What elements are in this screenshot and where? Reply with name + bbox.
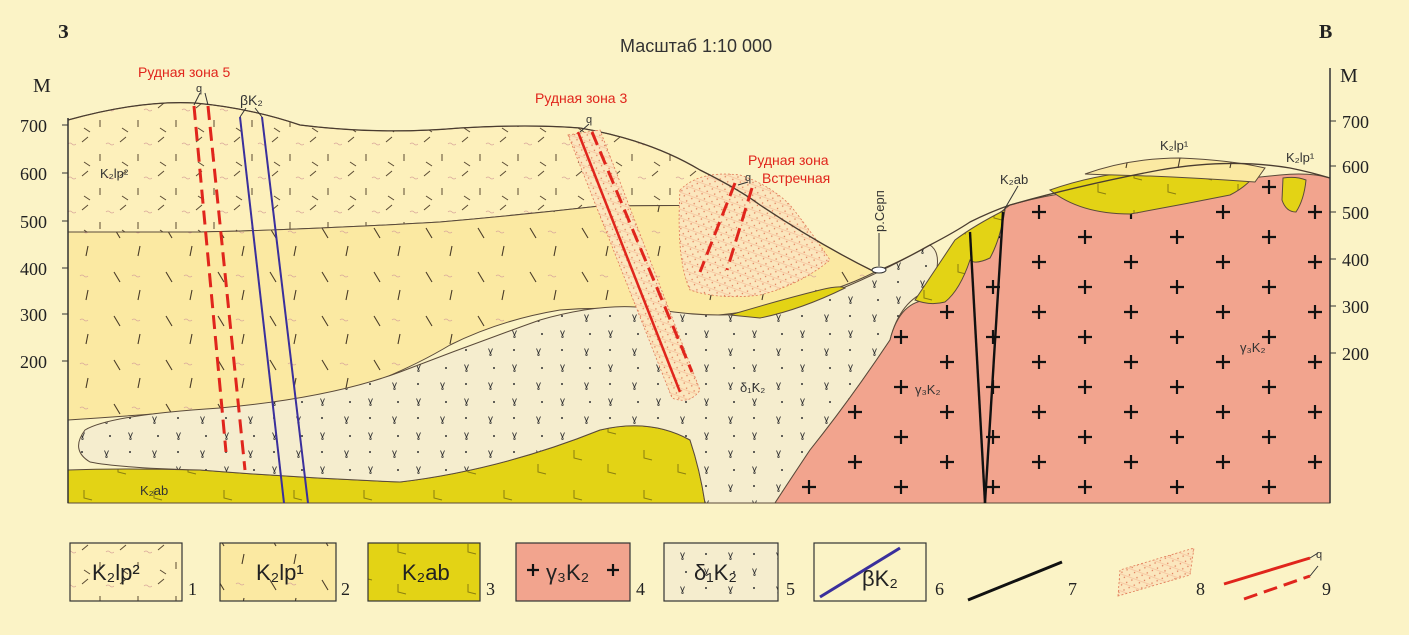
zone5-vein-2 [206, 105, 247, 471]
river-marker [871, 266, 887, 274]
beta-leader [239, 107, 263, 118]
q-zone3: q [586, 114, 592, 126]
legend-item-8: 8 [1117, 547, 1205, 599]
legend-num-1: 1 [188, 579, 197, 599]
legend-label-6: βK₂ [862, 566, 898, 591]
label-k2lp1-section-2: K₂lp¹ [1286, 150, 1315, 165]
legend-num-2: 2 [341, 579, 350, 599]
q-vstr: q [745, 172, 751, 184]
legend-item-9: q 9 [1223, 549, 1331, 601]
legend-item-2: K₂lp¹ 2 [219, 542, 350, 602]
tick-right-400: 400 [1342, 250, 1369, 270]
q-leader-zone3 [579, 123, 590, 133]
vstr-label-1: Рудная зона [748, 152, 829, 168]
legend-halo-symbol [1117, 547, 1195, 597]
vstrechnaya-vein-1 [698, 182, 737, 273]
label-k2lp1-section-1: K₂lp¹ [1160, 138, 1189, 153]
tick-right-500: 500 [1342, 203, 1369, 223]
legend-num-8: 8 [1196, 579, 1205, 599]
q-leader-zone5 [193, 92, 209, 106]
legend-q-9: q [1316, 549, 1322, 561]
legend-label-3: K₂ab [402, 560, 450, 585]
label-gamma-section-2: γ₃K₂ [1240, 340, 1266, 355]
q-leader-vstr [737, 181, 749, 186]
tick-left-500: 500 [20, 212, 47, 232]
label-gamma-section-1: γ₃K₂ [915, 382, 941, 397]
tick-left-700: 700 [20, 116, 47, 136]
vstrechnaya-vein-2 [725, 187, 754, 271]
section-body [67, 101, 1331, 504]
legend-fault-symbol [967, 560, 1063, 602]
legend-item-7: 7 [967, 560, 1077, 602]
river-label: р.Серп [872, 190, 887, 232]
legend-item-3: K₂ab 3 [367, 542, 495, 602]
scale-label: Масштаб 1:10 000 [620, 36, 772, 56]
unit-diorite-area [78, 244, 938, 504]
zone3-vein-dash [590, 131, 694, 373]
label-k2lp2-section: K₂lp² [100, 166, 129, 181]
legend-label-1: K₂lp² [92, 560, 140, 585]
legend-num-5: 5 [786, 579, 795, 599]
zone5-vein-1 [192, 105, 228, 453]
label-delta-section: δ₁K₂ [740, 380, 765, 395]
east-label: В [1319, 21, 1332, 43]
legend-num-7: 7 [1068, 579, 1077, 599]
fault-1 [968, 231, 987, 504]
zone3-vein-solid [576, 131, 682, 393]
legend-num-9: 9 [1322, 579, 1331, 599]
vstr-label-2: Встречная [762, 170, 830, 186]
k2ab-leader [1003, 185, 1019, 211]
legend-num-6: 6 [935, 579, 944, 599]
unit-label-right: М [1340, 65, 1358, 87]
left-axis: М 700 600 500 400 300 200 [20, 75, 69, 503]
legend: K₂lp² 1 K₂lp¹ 2 K₂ab 3 γ₃K₂ 4 δ₁K₂ 5 [69, 542, 1331, 602]
legend-num-4: 4 [636, 579, 645, 599]
legend-item-6: βK₂ 6 [813, 542, 944, 602]
terrain-surface [67, 101, 1331, 273]
right-axis: М 700 600 500 400 300 200 [1329, 65, 1369, 503]
legend-label-5: δ₁K₂ [694, 560, 737, 585]
dike-beta-east [261, 116, 309, 504]
legend-item-5: δ₁K₂ 5 [663, 542, 795, 602]
dike-beta-west [239, 116, 285, 504]
tick-right-600: 600 [1342, 157, 1369, 177]
west-label: З [58, 21, 69, 43]
tick-left-600: 600 [20, 164, 47, 184]
tick-left-200: 200 [20, 352, 47, 372]
unit-label-left: М [33, 75, 51, 97]
legend-label-4: γ₃K₂ [546, 560, 589, 585]
zone3-halo [567, 129, 701, 401]
tick-left-300: 300 [20, 305, 47, 325]
q-zone5: q [196, 83, 202, 95]
zone5-label: Рудная зона 5 [138, 64, 230, 80]
vstrechnaya-halo [678, 173, 831, 298]
beta-label-section: βK₂ [240, 92, 263, 108]
legend-item-1: K₂lp² 1 [69, 542, 197, 602]
legend-label-2: K₂lp¹ [256, 560, 304, 585]
tick-right-200: 200 [1342, 344, 1369, 364]
label-k2ab-section-west: K₂ab [140, 483, 168, 498]
unit-k2ab-lens [729, 286, 847, 319]
zone3-label: Рудная зона 3 [535, 90, 627, 106]
tick-left-400: 400 [20, 259, 47, 279]
intrusions [192, 92, 1019, 504]
unit-k2ab-east [914, 209, 1006, 305]
tick-right-300: 300 [1342, 297, 1369, 317]
legend-num-3: 3 [486, 579, 495, 599]
fault-2 [983, 211, 1005, 504]
legend-item-4: γ₃K₂ 4 [515, 542, 645, 602]
label-k2ab-section-east: K₂ab [1000, 172, 1028, 187]
unit-k2ab-knob [1281, 176, 1307, 213]
tick-right-700: 700 [1342, 112, 1369, 132]
